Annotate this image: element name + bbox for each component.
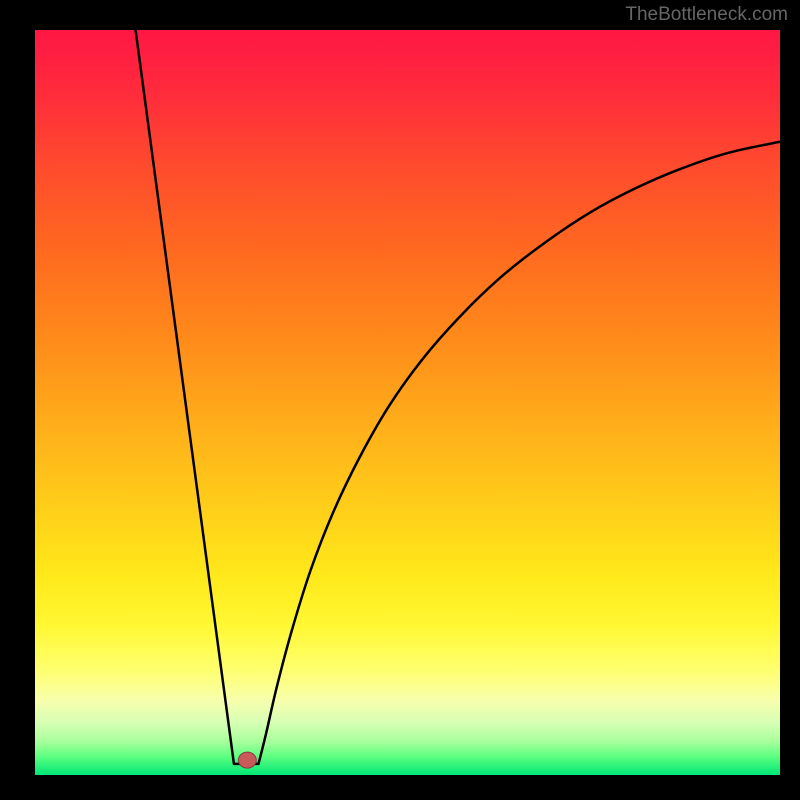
- plot-area: [35, 30, 780, 775]
- bottleneck-curve: [35, 30, 780, 775]
- optimum-marker-icon: [238, 752, 256, 768]
- attribution-text: TheBottleneck.com: [625, 4, 788, 26]
